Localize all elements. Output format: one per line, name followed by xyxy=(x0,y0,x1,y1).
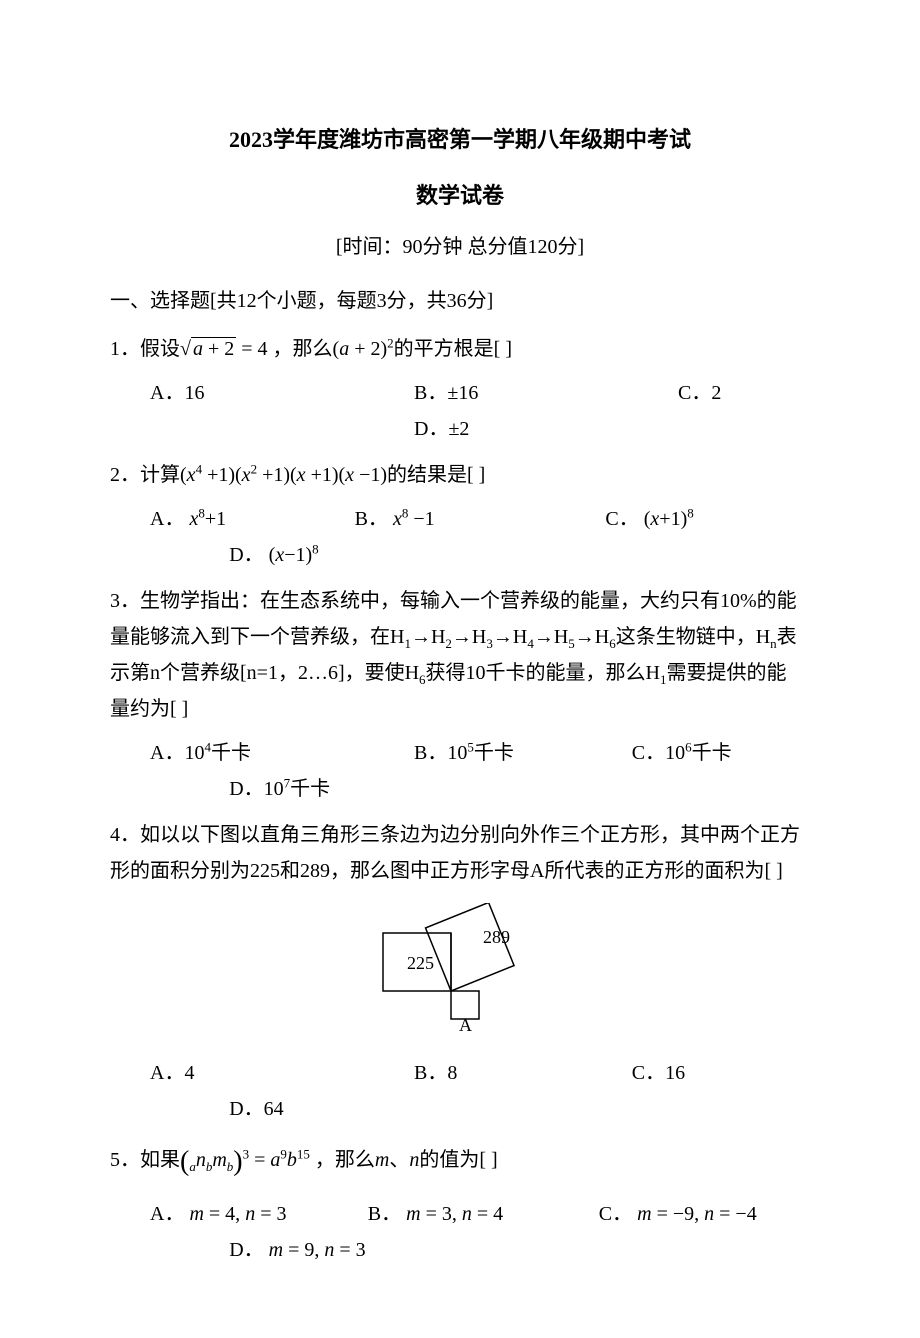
q2-opt-c: C． (x+1)8 xyxy=(605,501,810,537)
q5-a-label: A． xyxy=(150,1203,184,1225)
q4-line2: 形的面积分别为225和289，那么图中正方形字母A所代表的正方形的面积为[ ] xyxy=(110,853,810,889)
q2-a-label: A． xyxy=(150,508,189,530)
question-3: 3．生物学指出：在生态系统中，每输入一个营养级的能量，大约只有10%的能 量能够… xyxy=(110,583,810,727)
q3-l3-post: 需要提供的能 xyxy=(667,662,787,684)
question-4: 4．如以以下图以直角三角形三条边为边分别向外作三个正方形，其中两个正方 形的面积… xyxy=(110,817,810,889)
q3-options: A．104千卡 B．105千卡 C．106千卡 D．107千卡 xyxy=(110,735,810,807)
q1-mid: = 4 ，那么 xyxy=(236,338,332,360)
q2-pre: 2．计算 xyxy=(110,464,180,486)
q4-opt-b: B．8 xyxy=(414,1055,632,1091)
q1-opt-c: C．2 xyxy=(678,375,810,411)
q3-line3: 示第n个营养级[n=1，2…6]，要使H6获得10千卡的能量，那么H1需要提供的… xyxy=(110,655,810,691)
q5-b-label: B． xyxy=(368,1203,401,1225)
q5-pre: 5．如果 xyxy=(110,1149,180,1171)
q5-d-label: D． xyxy=(229,1239,263,1261)
page-title: 2023学年度潍坊市高密第一学期八年级期中考试 xyxy=(110,120,810,160)
q5-end: 的值为[ ] xyxy=(419,1149,497,1171)
q5-opt-b: B． m = 3, n = 4 xyxy=(368,1196,599,1232)
q3-c-unit: 千卡 xyxy=(692,742,732,764)
q2-opt-a: A． x8+1 xyxy=(150,501,355,537)
fig-a-label: A xyxy=(459,1015,472,1033)
q1-opt-b: B．±16 xyxy=(414,375,678,411)
page-subtitle: 数学试卷 xyxy=(110,176,810,216)
q3-d-label: D．10 xyxy=(229,778,283,800)
q2-post: 的结果是[ ] xyxy=(387,464,485,486)
q1-text: 1．假设 xyxy=(110,338,180,360)
q5-options: A． m = 4, n = 3 B． m = 3, n = 4 C． m = −… xyxy=(110,1196,810,1268)
question-2: 2．计算(x4 +1)(x2 +1)(x +1)(x −1)的结果是[ ] xyxy=(110,457,810,493)
q4-opt-c: C．16 xyxy=(632,1055,810,1091)
q3-a-unit: 千卡 xyxy=(211,742,251,764)
q4-options: A．4 B．8 C．16 D．64 xyxy=(110,1055,810,1127)
q5-opt-c: C． m = −9, n = −4 xyxy=(599,1196,810,1232)
q2-c-label: C． xyxy=(605,508,643,530)
q2-options: A． x8+1 B． x8 −1 C． (x+1)8 D． (x−1)8 xyxy=(110,501,810,573)
q3-line2: 量能够流入到下一个营养级，在H1→H2→H3→H4→H5→H6这条生物链中，Hn… xyxy=(110,619,810,655)
q3-line4: 量约为[ ] xyxy=(110,691,810,727)
q4-opt-d: D．64 xyxy=(150,1091,810,1127)
q2-d-label: D． xyxy=(229,544,268,566)
q3-a-label: A．10 xyxy=(150,742,204,764)
q5-opt-a: A． m = 4, n = 3 xyxy=(150,1196,368,1232)
fig-right-label: 289 xyxy=(483,927,510,947)
q3-opt-c: C．106千卡 xyxy=(632,735,810,771)
q3-l2-pre: 量能够流入到下一个营养级，在H xyxy=(110,626,404,648)
q1-options: A．16 B．±16 C．2 D．±2 xyxy=(110,375,810,447)
q4-figure: 225 289 A xyxy=(110,903,810,1045)
time-info: [时间：90分钟 总分值120分] xyxy=(110,229,810,265)
section-header: 一、选择题[共12个小题，每题3分，共36分] xyxy=(110,283,810,319)
q2-b-label: B． xyxy=(355,508,393,530)
q1-post: 的平方根是[ ] xyxy=(394,338,512,360)
question-5: 5．如果(anbmb)3 = a9b15 ，那么m、n的值为[ ] xyxy=(110,1137,810,1187)
q5-post: ，那么 xyxy=(310,1149,375,1171)
q3-c-label: C．10 xyxy=(632,742,685,764)
q4-opt-a: A．4 xyxy=(150,1055,414,1091)
q3-opt-b: B．105千卡 xyxy=(414,735,632,771)
q2-opt-b: B． x8 −1 xyxy=(355,501,606,537)
question-1: 1．假设a + 2 = 4 ，那么(a + 2)2的平方根是[ ] xyxy=(110,331,810,367)
q1-opt-d: D．±2 xyxy=(150,411,810,447)
q4-line1: 4．如以以下图以直角三角形三条边为边分别向外作三个正方形，其中两个正方 xyxy=(110,817,810,853)
q3-b-label: B．10 xyxy=(414,742,467,764)
q3-opt-d: D．107千卡 xyxy=(150,771,810,807)
q3-l2-post: 这条生物链中，H xyxy=(616,626,770,648)
q3-b-unit: 千卡 xyxy=(474,742,514,764)
q3-line1: 3．生物学指出：在生态系统中，每输入一个营养级的能量，大约只有10%的能 xyxy=(110,583,810,619)
q3-opt-a: A．104千卡 xyxy=(150,735,414,771)
q5-opt-d: D． m = 9, n = 3 xyxy=(150,1232,810,1268)
fig-left-label: 225 xyxy=(407,953,434,973)
q1-opt-a: A．16 xyxy=(150,375,414,411)
q5-c-label: C． xyxy=(599,1203,632,1225)
q3-d-unit: 千卡 xyxy=(290,778,330,800)
q2-opt-d: D． (x−1)8 xyxy=(150,537,810,573)
